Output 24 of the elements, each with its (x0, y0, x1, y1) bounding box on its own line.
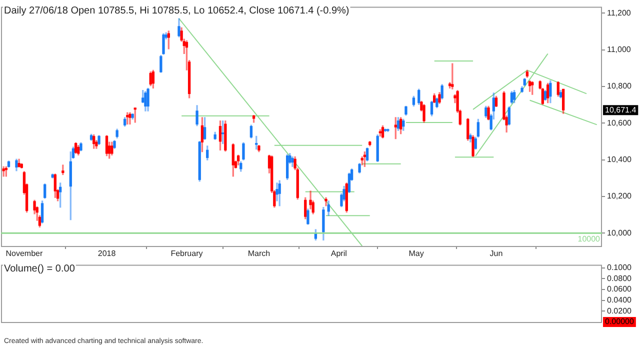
y-tick-label: 11,200 (607, 8, 632, 18)
x-tick-label: April (330, 249, 348, 258)
chart-title: Daily 27/06/18 Open 10785.5, Hi 10785.5, Lo 10652.4, Close 10671.4 (-0.9%) (4, 6, 350, 17)
chart-title: Volume() = 0.00 (4, 264, 76, 275)
x-tick-label: November (6, 249, 43, 258)
x-tick-label: 2018 (98, 249, 116, 258)
y-tick-label: 10,600 (607, 118, 632, 128)
text: 10,671.4 (605, 105, 637, 114)
y-tick-label: 10,000 (607, 228, 632, 238)
ref-line-label: 10000 (578, 234, 601, 244)
x-tick-label: February (170, 249, 203, 258)
y-tick-label: 11,000 (607, 45, 632, 54)
y-tick-label: 10,400 (607, 155, 632, 164)
y-tick-label: 0.0200 (607, 306, 632, 316)
y-tick-label: 0.0400 (607, 296, 632, 305)
x-tick-label: Jun (490, 249, 503, 258)
y-tick-label: 0.0600 (607, 284, 632, 294)
x-tick-label: May (408, 249, 424, 258)
y-tick-label: 10,200 (607, 192, 632, 201)
x-tick-label: March (248, 249, 270, 258)
y-tick-label: 10,800 (607, 82, 632, 91)
y-tick-label: 0.1000 (607, 262, 632, 272)
y-tick-label: 0.0800 (607, 274, 632, 283)
text: 0.00000 (605, 317, 634, 326)
